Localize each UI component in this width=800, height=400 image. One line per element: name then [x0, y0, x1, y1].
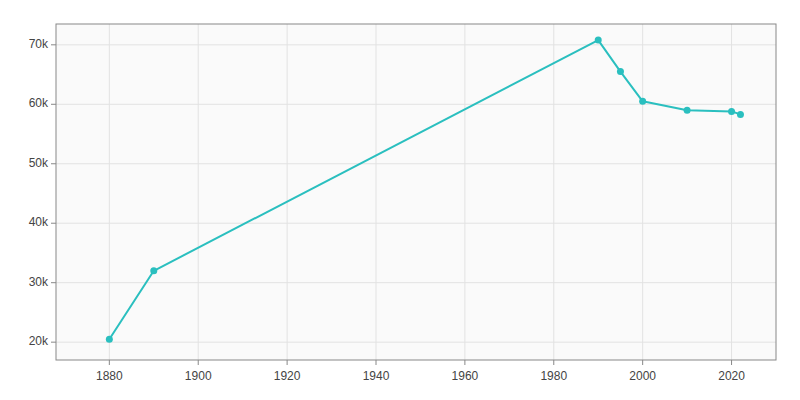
axes: 20k 30k 40k 50k 60k 70k 1880 1900 1920 1940 1960 19…	[29, 37, 746, 383]
x-tick-label: 1940	[363, 369, 390, 383]
point	[617, 68, 624, 75]
x-tick	[198, 360, 199, 365]
chart-container: 20k 30k 40k 50k 60k 70k 1880 1900 1920 1940 1960 19…	[0, 0, 800, 400]
y-tick	[51, 342, 56, 343]
y-tick	[51, 282, 56, 283]
y-grid-line	[56, 342, 776, 343]
y-grid-line	[56, 104, 776, 105]
y-tick-label: 30k	[29, 275, 49, 289]
x-grid-line	[642, 24, 643, 360]
x-grid-line	[553, 24, 554, 360]
x-grid-line	[287, 24, 288, 360]
x-tick	[109, 360, 110, 365]
x-tick-label: 1980	[540, 369, 567, 383]
y-tick-label: 70k	[29, 37, 49, 51]
x-tick-label: 1880	[96, 369, 123, 383]
y-tick-label: 40k	[29, 215, 49, 229]
y-tick	[51, 163, 56, 164]
x-tick	[731, 360, 732, 365]
x-grid-line	[198, 24, 199, 360]
x-grid-line	[464, 24, 465, 360]
chart: 20k 30k 40k 50k 60k 70k 1880 1900 1920 1940 1960 19…	[0, 0, 800, 400]
point	[639, 98, 646, 105]
point	[728, 108, 735, 115]
y-tick-label: 20k	[29, 334, 49, 348]
y-tick-label: 60k	[29, 96, 49, 110]
point	[595, 37, 602, 44]
x-tick	[287, 360, 288, 365]
x-tick	[464, 360, 465, 365]
point	[737, 111, 744, 118]
series	[106, 37, 744, 343]
plot-background	[56, 24, 776, 360]
x-grid-line	[731, 24, 732, 360]
x-tick-label: 2000	[629, 369, 656, 383]
plot-frame	[56, 24, 776, 360]
y-grid-line	[56, 163, 776, 164]
x-tick-label: 2020	[718, 369, 745, 383]
point	[106, 336, 113, 343]
x-grid-line	[109, 24, 110, 360]
grid	[56, 24, 776, 360]
point	[684, 107, 691, 114]
y-tick	[51, 44, 56, 45]
y-grid-line	[56, 223, 776, 224]
x-tick	[553, 360, 554, 365]
x-tick	[642, 360, 643, 365]
y-tick-label: 50k	[29, 156, 49, 170]
x-grid-line	[376, 24, 377, 360]
point	[150, 267, 157, 274]
x-tick-label: 1920	[274, 369, 301, 383]
x-tick-label: 1960	[452, 369, 479, 383]
line	[109, 40, 740, 339]
x-tick-label: 1900	[185, 369, 212, 383]
y-tick	[51, 223, 56, 224]
y-grid-line	[56, 282, 776, 283]
x-tick	[376, 360, 377, 365]
y-grid-line	[56, 44, 776, 45]
y-tick	[51, 104, 56, 105]
